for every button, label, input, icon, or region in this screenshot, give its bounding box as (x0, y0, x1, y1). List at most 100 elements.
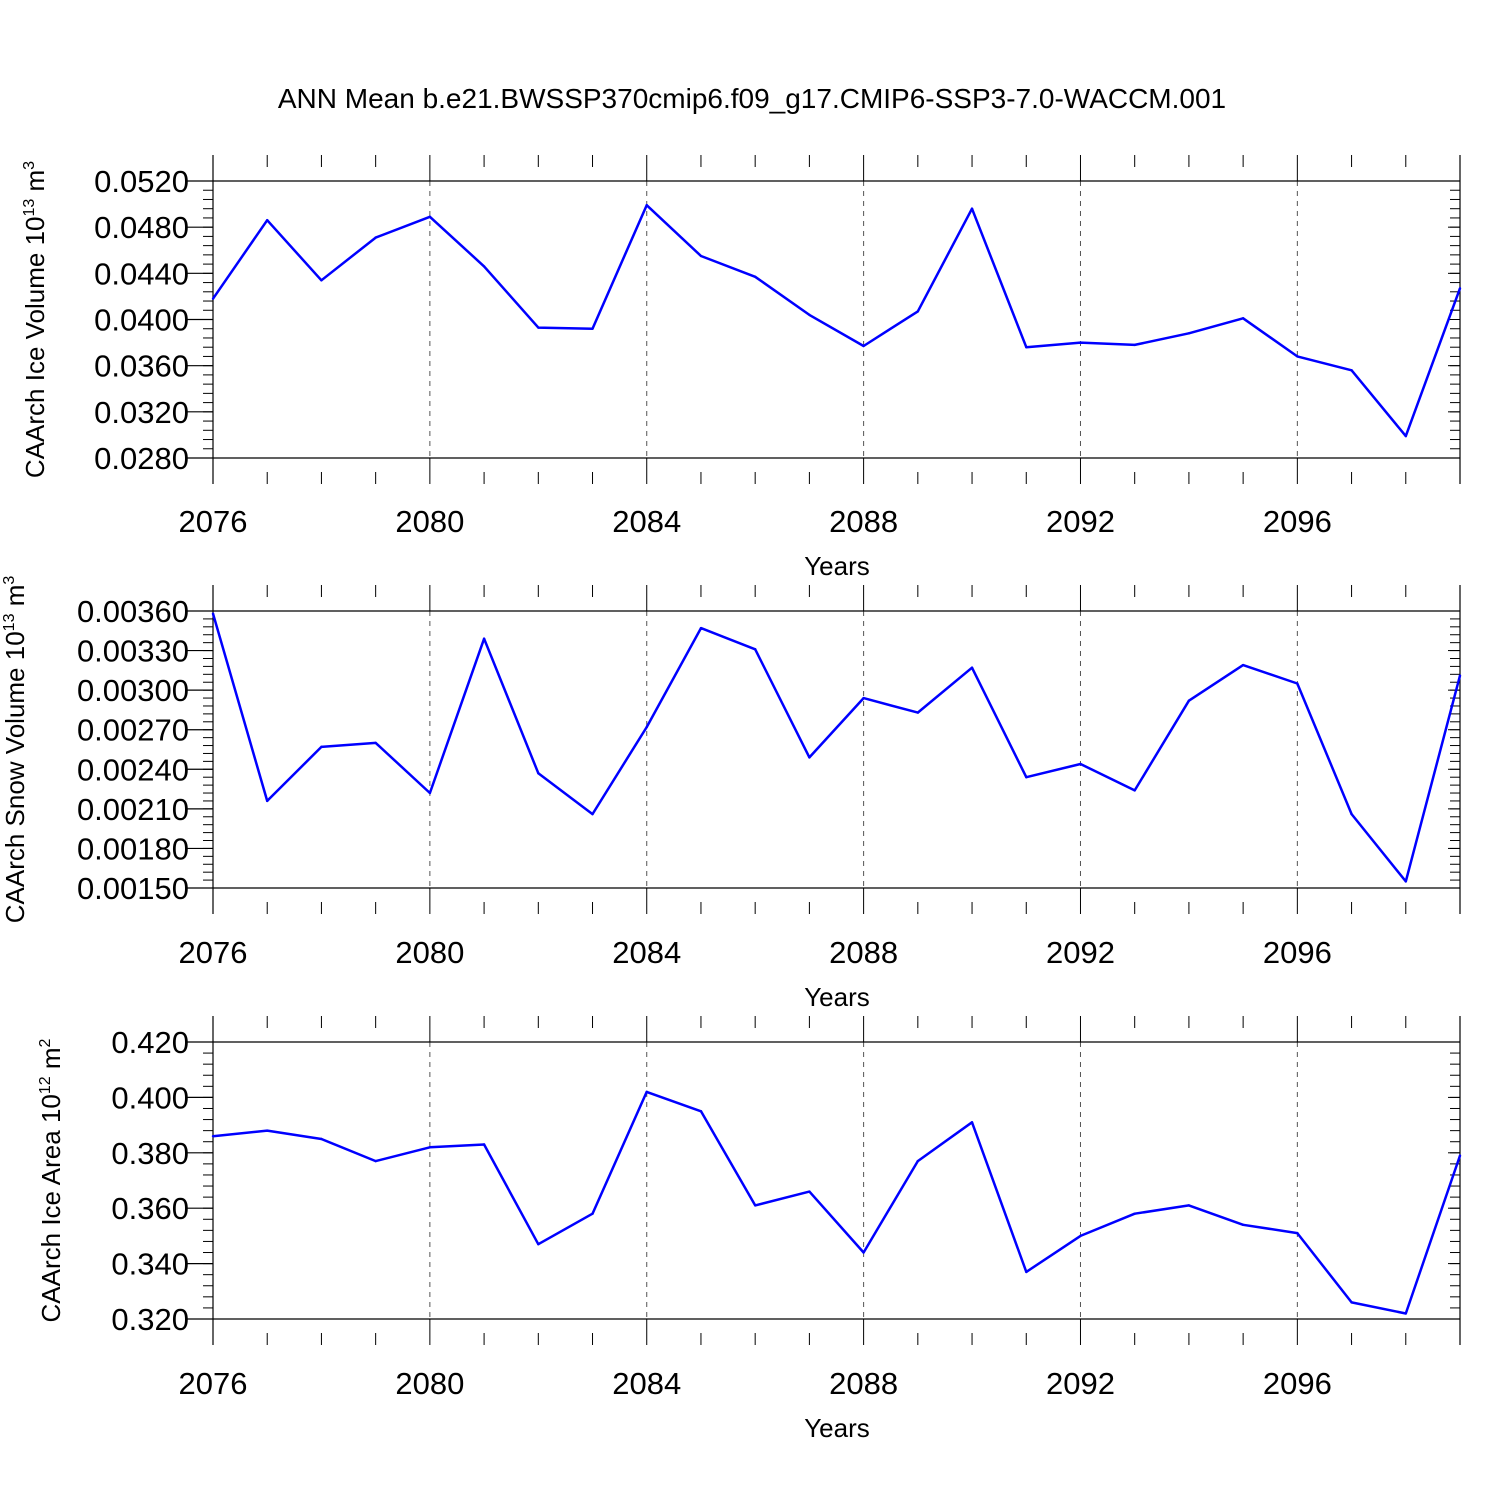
x-axis-label: Years (804, 982, 870, 1012)
data-point (862, 1251, 865, 1254)
data-point (1241, 663, 1245, 667)
y-tick-label: 0.420 (111, 1025, 189, 1060)
data-point (1187, 332, 1191, 335)
data-point (1133, 343, 1136, 347)
data-point (1404, 434, 1407, 438)
data-point (1025, 346, 1028, 349)
y-tick-label: 0.0360 (94, 349, 189, 384)
data-point (1458, 1154, 1462, 1157)
data-point (916, 1159, 920, 1163)
data-point (1025, 776, 1028, 779)
data-point (266, 1129, 269, 1132)
data-point (699, 1110, 703, 1113)
x-tick-label: 2092 (1046, 504, 1115, 539)
y-tick-label: 0.0400 (94, 303, 189, 338)
y-axis-label: CAArch Snow Volume 1013 m3 (0, 576, 30, 924)
data-point (1133, 789, 1136, 792)
data-point (537, 326, 540, 329)
data-point (753, 648, 757, 651)
x-tick-label: 2096 (1263, 935, 1332, 970)
data-point (374, 1159, 377, 1163)
data-point (1350, 1301, 1353, 1304)
data-point (1079, 762, 1082, 766)
data-point (1458, 287, 1462, 290)
data-point (1079, 1234, 1082, 1238)
data-point (1296, 1231, 1299, 1235)
figure-title: ANN Mean b.e21.BWSSP370cmip6.f09_g17.CMI… (278, 83, 1226, 114)
data-point (320, 745, 323, 749)
series-line (211, 613, 1462, 883)
chart-panels: 0.0520 0.0480 0.0440 0.0400 0.0360 0.0320 0.02… (0, 155, 1462, 1443)
y-tick-label: 0.380 (111, 1136, 189, 1171)
y-tick-label: 0.0480 (94, 210, 189, 245)
chart-panel-3: 0.420 0.400 0.380 0.360 0.340 0.320 2076 2080 20… (36, 1016, 1462, 1443)
x-tick-label: 2084 (612, 504, 681, 539)
data-point (862, 344, 865, 348)
data-point (1458, 674, 1462, 677)
data-point (1187, 1204, 1191, 1207)
x-tick-label: 2096 (1263, 504, 1332, 539)
y-tick-label: 0.00300 (77, 673, 189, 708)
data-point (1187, 699, 1191, 702)
x-tick-label: 2088 (829, 935, 898, 970)
data-point (1079, 341, 1082, 344)
data-point (645, 725, 648, 729)
y-tick-label: 0.320 (111, 1302, 189, 1337)
data-point (591, 327, 594, 330)
y-tick-label: 0.00360 (77, 594, 189, 629)
data-point (808, 313, 811, 317)
data-point (211, 297, 215, 300)
data-point (753, 1204, 757, 1207)
x-tick-label: 2096 (1263, 1366, 1332, 1401)
data-point (699, 254, 703, 258)
data-point (1241, 317, 1245, 320)
y-tick-label: 0.00270 (77, 713, 189, 748)
y-axis-label: CAArch Ice Volume 1013 m3 (20, 161, 50, 478)
data-point (916, 711, 920, 714)
data-point (211, 612, 215, 615)
data-point (699, 626, 703, 630)
data-point (1296, 355, 1299, 358)
y-tick-label: 0.00240 (77, 752, 189, 787)
x-tick-label: 2080 (395, 1366, 464, 1401)
y-tick-label: 0.400 (111, 1080, 189, 1115)
x-tick-label: 2092 (1046, 1366, 1115, 1401)
chart-panel-1: 0.0520 0.0480 0.0440 0.0400 0.0360 0.0320 0.02… (20, 155, 1462, 581)
x-tick-label: 2084 (612, 935, 681, 970)
data-point (320, 279, 323, 282)
y-tick-label: 0.0520 (94, 164, 189, 199)
data-point (862, 696, 865, 700)
y-tick-label: 0.340 (111, 1247, 189, 1282)
data-point (266, 799, 269, 803)
x-tick-label: 2084 (612, 1366, 681, 1401)
data-point (970, 207, 974, 210)
x-tick-label: 2076 (179, 935, 248, 970)
chart-panel-2: 0.00360 0.00330 0.00300 0.00270 0.00240 0.002… (0, 576, 1462, 1012)
data-point (1350, 369, 1353, 372)
data-point (753, 275, 757, 278)
data-point (428, 1146, 432, 1149)
data-point (591, 812, 594, 816)
x-tick-label: 2076 (179, 1366, 248, 1401)
y-tick-label: 0.00180 (77, 831, 189, 866)
x-tick-label: 2076 (179, 504, 248, 539)
data-point (645, 204, 648, 207)
data-point (916, 310, 920, 313)
series-line (212, 1090, 1462, 1315)
y-tick-label: 0.360 (111, 1191, 189, 1226)
data-point (374, 236, 377, 239)
y-tick-label: 0.00150 (77, 871, 189, 906)
data-point (374, 741, 377, 745)
data-point (482, 637, 486, 640)
data-point (1133, 1212, 1136, 1215)
data-point (1296, 682, 1299, 685)
x-axis-label: Years (804, 1413, 870, 1443)
data-point (1350, 812, 1353, 816)
data-point (591, 1212, 594, 1215)
data-point (1241, 1223, 1245, 1227)
data-point (808, 756, 811, 759)
data-point (645, 1090, 648, 1094)
data-point (537, 1243, 540, 1246)
data-point (320, 1137, 323, 1141)
